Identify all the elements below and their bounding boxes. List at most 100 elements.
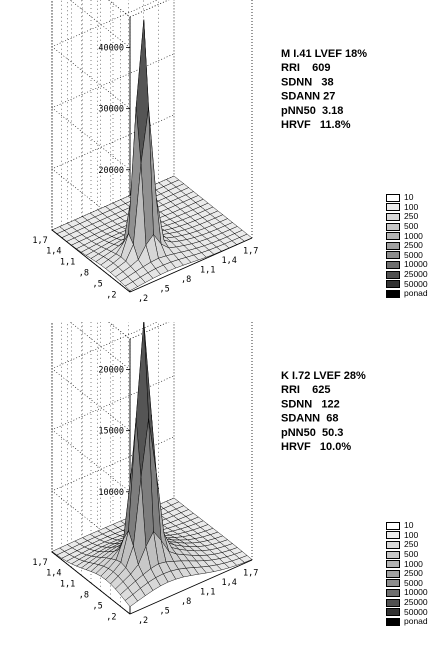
legend-label: 10000 bbox=[404, 587, 428, 598]
z-tick-label: 20000 bbox=[98, 166, 124, 176]
legend-item: 2500 bbox=[386, 569, 443, 579]
legend-item: 2500 bbox=[386, 241, 443, 251]
y-tick-label: ,2 bbox=[106, 613, 116, 623]
z-gridline bbox=[51, 322, 159, 431]
x-tick-label: ,2 bbox=[138, 294, 148, 304]
surface-plot-bottom: 5000100001500020000,2,5,81,11,41,7,2,5,8… bbox=[32, 322, 366, 626]
legend-label: 25000 bbox=[404, 597, 428, 608]
legend-swatch bbox=[386, 531, 400, 540]
x-tick-label: ,5 bbox=[159, 284, 169, 294]
x-tick-label: 1,4 bbox=[222, 578, 237, 588]
surface-cell bbox=[124, 281, 138, 291]
legend-item: 100 bbox=[386, 529, 443, 541]
surface-mesh bbox=[51, 322, 253, 608]
legend-label: 100 bbox=[404, 529, 419, 540]
surface-mesh bbox=[51, 19, 253, 291]
legend-swatch bbox=[386, 550, 400, 559]
stat-line: SDNN 122 bbox=[281, 398, 340, 410]
stat-line: SDNN 38 bbox=[281, 76, 334, 88]
y-tick-label: ,5 bbox=[93, 602, 103, 612]
y-tick-label: ,8 bbox=[79, 591, 89, 601]
z-tick-label: 15000 bbox=[98, 427, 124, 437]
legend-item: 25000 bbox=[386, 598, 443, 608]
legend-item: 500 bbox=[386, 550, 443, 560]
legend-label: 1000 bbox=[404, 558, 423, 569]
z-tick-label: 10000 bbox=[98, 488, 124, 498]
y-tick-label: ,5 bbox=[93, 280, 103, 290]
legend-swatch bbox=[386, 521, 400, 530]
legend-swatch bbox=[386, 560, 400, 569]
legend-label: 1000 bbox=[404, 230, 423, 241]
legend-item: 500 bbox=[386, 222, 443, 232]
z-tick-label: 40000 bbox=[98, 44, 124, 54]
y-tick-label: ,2 bbox=[106, 291, 116, 301]
legend-label: 250 bbox=[404, 539, 419, 550]
legend-label: 50000 bbox=[404, 606, 428, 617]
legend-item: 100 bbox=[386, 201, 443, 213]
x-tick-label: 1,1 bbox=[200, 587, 215, 597]
legend-swatch bbox=[386, 251, 400, 260]
legend-swatch bbox=[386, 598, 400, 607]
legend-swatch bbox=[386, 608, 400, 617]
legend-label: ponad bbox=[404, 616, 428, 627]
z-gridline bbox=[69, 0, 131, 48]
stat-line: RRI 625 bbox=[281, 384, 331, 396]
stat-line: pNN50 3.18 bbox=[281, 105, 343, 117]
legend-bottom: 10 100 250 500 1000 2500 5000 10000 25000 50000 po… bbox=[386, 521, 443, 627]
y-tick-label: ,8 bbox=[79, 269, 89, 279]
stat-line: K I.72 LVEF 28% bbox=[281, 370, 366, 382]
legend-swatch bbox=[386, 280, 400, 289]
legend-swatch bbox=[386, 588, 400, 597]
legend-label: 10 bbox=[404, 520, 414, 531]
legend-label: 50000 bbox=[404, 278, 428, 289]
legend-label: 250 bbox=[404, 211, 419, 222]
legend-label: 100 bbox=[404, 201, 419, 212]
legend-item: 10000 bbox=[386, 588, 443, 598]
surface-plot-top: 10000200003000040000,2,5,81,11,41,7,2,5,… bbox=[32, 0, 367, 304]
stat-line: HRVF 11.8% bbox=[281, 119, 351, 131]
x-axis-ticks: ,2 ,5 ,8 1,1 1,4 1,7 bbox=[138, 568, 258, 626]
y-tick-label: 1,4 bbox=[46, 247, 61, 257]
legend-item: 10000 bbox=[386, 260, 443, 270]
legend-item: 10 bbox=[386, 521, 443, 531]
legend-swatch bbox=[386, 241, 400, 250]
x-tick-label: 1,7 bbox=[243, 568, 258, 578]
stat-line: HRVF 10.0% bbox=[281, 441, 351, 453]
x-tick-label: ,5 bbox=[159, 606, 169, 616]
legend-label: 2500 bbox=[404, 568, 423, 579]
legend-swatch bbox=[386, 579, 400, 588]
legend-label: 5000 bbox=[404, 249, 423, 260]
legend-item: 250 bbox=[386, 540, 443, 550]
legend-swatch bbox=[386, 212, 400, 221]
z-gridline bbox=[69, 322, 131, 370]
legend-item: ponad bbox=[386, 617, 443, 627]
y-tick-label: 1,1 bbox=[60, 258, 75, 268]
legend-swatch bbox=[386, 193, 400, 202]
x-tick-label: ,8 bbox=[181, 597, 191, 607]
legend-item: 1000 bbox=[386, 559, 443, 569]
y-tick-label: 1,7 bbox=[32, 558, 47, 568]
legend-label: 10 bbox=[404, 192, 414, 203]
surface-chart-bottom: 5000100001500020000,2,5,81,11,41,7,2,5,8… bbox=[0, 322, 443, 642]
z-tick-label: 20000 bbox=[98, 366, 124, 376]
legend-top: 10 100 250 500 1000 2500 5000 10000 25000 50000 po… bbox=[386, 193, 443, 299]
legend-item: 5000 bbox=[386, 249, 443, 261]
x-tick-label: ,2 bbox=[138, 616, 148, 626]
x-axis-ticks: ,2 ,5 ,8 1,1 1,4 1,7 bbox=[138, 246, 258, 304]
legend-item: 5000 bbox=[386, 577, 443, 589]
z-gridline bbox=[51, 53, 175, 171]
y-tick-label: 1,1 bbox=[60, 580, 75, 590]
legend-swatch bbox=[386, 569, 400, 578]
legend-item: 50000 bbox=[386, 279, 443, 289]
floor-edges bbox=[51, 229, 253, 293]
legend-label: 5000 bbox=[404, 577, 423, 588]
legend-label: 2500 bbox=[404, 240, 423, 251]
x-tick-label: 1,7 bbox=[243, 246, 258, 256]
z-gridline bbox=[51, 375, 175, 493]
legend-swatch bbox=[386, 203, 400, 212]
legend-label: ponad bbox=[404, 288, 428, 299]
x-tick-label: 1,4 bbox=[222, 256, 237, 266]
legend-item: 50000 bbox=[386, 607, 443, 617]
y-tick-label: 1,7 bbox=[32, 236, 47, 246]
floor-edges bbox=[51, 551, 253, 615]
